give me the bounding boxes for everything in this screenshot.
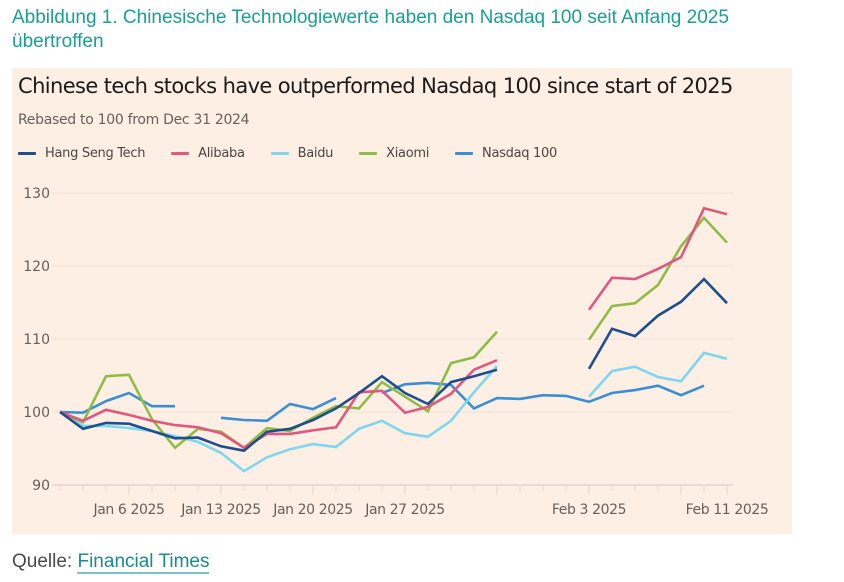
legend-item: Alibaba — [171, 146, 245, 161]
legend-label: Xiaomi — [386, 146, 430, 161]
series-line-nasdaq-100 — [381, 381, 705, 410]
legend-item: Hang Seng Tech — [18, 146, 145, 161]
x-tick-label: Jan 6 2025 — [92, 502, 164, 518]
x-tick-label: Jan 27 2025 — [364, 502, 445, 518]
series-line-baidu — [588, 351, 728, 398]
legend-swatch — [171, 152, 190, 155]
legend-item: Xiaomi — [359, 146, 429, 161]
source-line: Quelle: Financial Times — [12, 551, 210, 574]
series-line-hang-seng-tech — [59, 368, 498, 453]
legend-item: Baidu — [270, 146, 334, 161]
legend-label: Nasdaq 100 — [482, 146, 557, 161]
source-label: Quelle: — [12, 551, 73, 572]
x-tick-label: Feb 3 2025 — [552, 502, 626, 518]
series-line-nasdaq-100 — [59, 391, 175, 415]
x-tick-label: Jan 20 2025 — [272, 502, 353, 518]
series-line-hang-seng-tech — [587, 277, 728, 370]
legend-swatch — [18, 152, 36, 155]
figure-caption: Abbildung 1. Chinesische Technologiewert… — [12, 7, 729, 52]
line-chart-plot: 90 100 110 120 130 Jan 6 2025 Jan 13 2025 Jan 2… — [23, 186, 769, 518]
y-tick-label: 120 — [23, 259, 50, 275]
y-tick-label: 130 — [23, 186, 50, 202]
series-line-alibaba — [587, 206, 728, 311]
x-tick-label: Feb 11 2025 — [686, 502, 769, 518]
legend-item: Nasdaq 100 — [455, 146, 557, 161]
legend-swatch — [270, 152, 289, 155]
source-link[interactable]: Financial Times — [77, 551, 210, 574]
y-tick-label: 110 — [23, 332, 50, 348]
y-tick-label: 100 — [23, 405, 50, 421]
legend-label: Hang Seng Tech — [45, 146, 146, 161]
series-line-xiaomi — [587, 215, 728, 341]
series-line-alibaba — [59, 358, 498, 450]
series-line-nasdaq-100 — [220, 396, 337, 423]
series-line-baidu — [59, 365, 498, 473]
chart-subtitle: Rebased to 100 from Dec 31 2024 — [18, 112, 250, 128]
legend-label: Baidu — [297, 146, 334, 161]
chart-title: Chinese tech stocks have outperformed Na… — [18, 74, 733, 98]
x-tick-label: Jan 13 2025 — [180, 502, 261, 518]
chart-legend: Hang Seng Tech Alibaba Baidu Xiaomi Nasdaq 1… — [18, 146, 583, 161]
legend-swatch — [359, 152, 378, 155]
legend-label: Alibaba — [198, 146, 245, 161]
chart-container: Chinese tech stocks have outperformed Na… — [12, 68, 792, 534]
legend-swatch — [455, 152, 474, 155]
y-tick-label: 90 — [32, 478, 50, 494]
